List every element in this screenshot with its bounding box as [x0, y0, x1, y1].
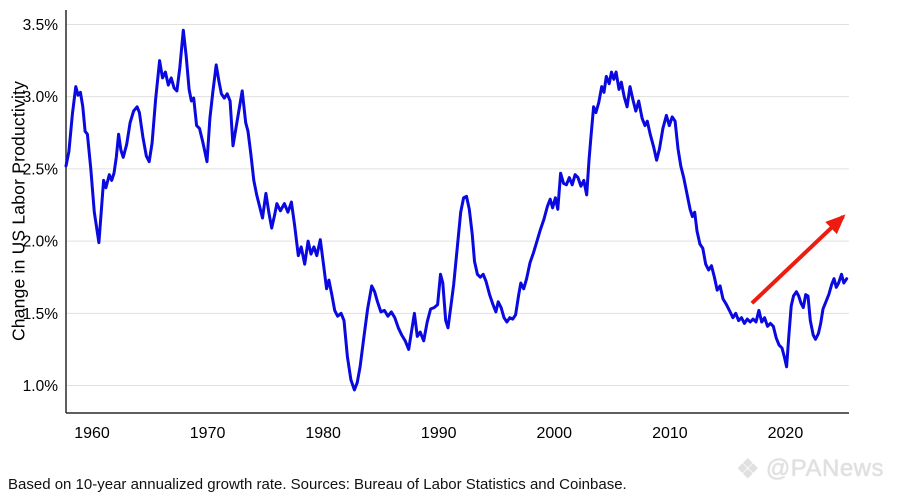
- productivity-line: [64, 28, 849, 392]
- x-tick-label: 2020: [768, 425, 804, 442]
- y-tick-label: 1.0%: [23, 378, 59, 395]
- watermark: ❖ @PANews: [736, 455, 884, 483]
- y-axis-title: Change in US Labor Productivity: [8, 80, 29, 342]
- y-tick-label: 2.0%: [23, 234, 59, 251]
- y-tick-label: 3.0%: [23, 89, 59, 106]
- y-tick-label: 1.5%: [23, 306, 59, 323]
- x-tick-label: 1960: [74, 425, 110, 442]
- x-tick-label: 2010: [652, 425, 688, 442]
- x-tick-label: 1980: [305, 425, 341, 442]
- x-tick-label: 1990: [421, 425, 457, 442]
- x-tick-label: 1970: [190, 425, 226, 442]
- upward-trend-arrow: [750, 214, 846, 305]
- source-footnote: Based on 10-year annualized growth rate.…: [8, 476, 627, 493]
- watermark-text: @PANews: [765, 455, 884, 482]
- y-tick-label: 3.5%: [23, 17, 59, 34]
- y-tick-label: 2.5%: [23, 161, 59, 178]
- x-tick-label: 2000: [536, 425, 572, 442]
- panews-diamond-icon: ❖: [735, 453, 760, 484]
